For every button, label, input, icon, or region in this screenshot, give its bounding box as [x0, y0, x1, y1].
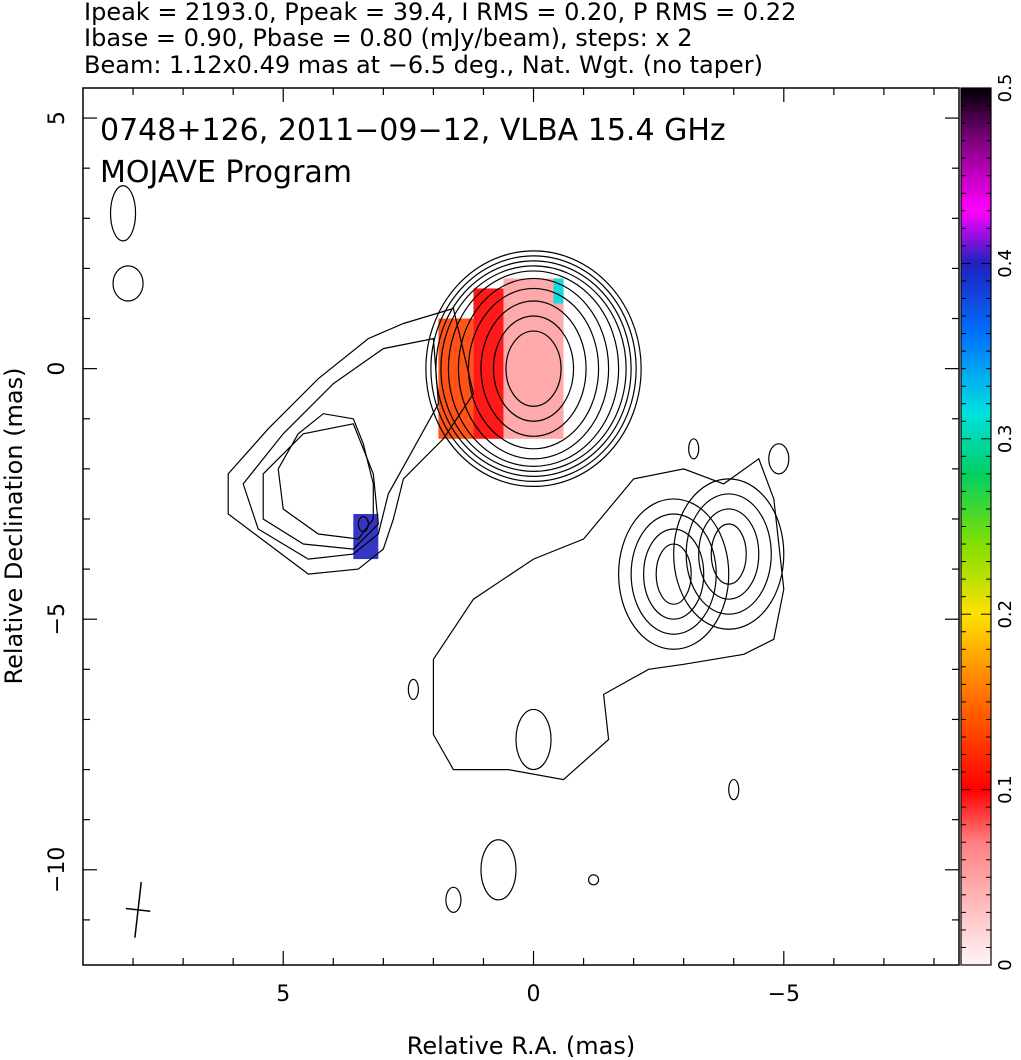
knot-0-contour-3: [618, 498, 730, 650]
knot-1-contour-0: [710, 523, 747, 585]
plot-frame: [82, 87, 960, 966]
extended-contour: [432, 457, 785, 781]
small-contour-9: [768, 443, 790, 475]
knot-1-contour-3: [673, 478, 785, 630]
polarization-patch-2: [438, 318, 474, 439]
y-tick-label: −5: [45, 603, 70, 635]
y-axis-title: Relative Declination (mas): [0, 367, 28, 684]
x-tick-label: −5: [768, 982, 800, 1007]
core-contour-0: [505, 330, 562, 407]
polarization-patch-4: [553, 278, 564, 304]
small-contour-3: [407, 678, 419, 700]
x-tick-label: 5: [276, 982, 290, 1007]
colorbar-tick-label: 0.3: [995, 424, 1016, 453]
small-contour-5: [480, 839, 517, 901]
polarization-patch-1: [473, 288, 504, 439]
y-tick-label: −10: [45, 847, 70, 893]
polarization-layer: [353, 278, 564, 560]
program-annotation: MOJAVE Program: [100, 155, 352, 190]
knot-1-contour-1: [698, 508, 760, 600]
knot-1-contour-2: [685, 493, 772, 615]
colorbar-tick-label: 0.5: [995, 74, 1016, 103]
beam-minor-axis: [125, 907, 151, 913]
small-contour-1: [112, 265, 144, 302]
small-contour-10: [728, 778, 740, 801]
small-contour-4: [445, 886, 462, 913]
x-axis-title: Relative R.A. (mas): [407, 1032, 635, 1060]
core-contour-5: [447, 270, 620, 467]
small-contour-7: [587, 874, 600, 886]
core-contour-1: [492, 315, 575, 422]
colorbar-tick-label: 0: [995, 959, 1016, 970]
core-contour-8: [430, 255, 637, 482]
beam-marker: [125, 881, 151, 938]
ticks-layer: 5 0 −5 5 0 −5 −10: [45, 88, 959, 1007]
jet-contour-0: [227, 307, 475, 575]
contour-layer: [109, 185, 790, 913]
colorbar-tick-label: 0.2: [995, 600, 1016, 629]
y-tick-label: 0: [45, 362, 70, 376]
core-contour-2: [480, 300, 587, 437]
x-tick-label: 0: [527, 982, 541, 1007]
core-contour-9: [425, 250, 642, 488]
header-line-2: Ibase = 0.90, Pbase = 0.80 (mJy/beam), s…: [84, 24, 693, 52]
header-line-3: Beam: 1.12x0.49 mas at −6.5 deg., Nat. W…: [84, 51, 763, 79]
polarization-patch-0: [503, 278, 564, 439]
colorbar-axis: 0 0.1 0.2 0.3 0.4 0.5: [961, 74, 1016, 971]
small-contour-8: [688, 438, 700, 460]
colorbar-tick-label: 0.4: [995, 249, 1016, 278]
small-contour-2: [357, 515, 369, 533]
y-tick-label: 5: [45, 111, 70, 125]
core-contour-6: [440, 265, 627, 472]
small-contour-0: [109, 185, 137, 242]
knot-0-contour-1: [643, 528, 705, 620]
small-contour-6: [515, 708, 552, 771]
colorbar-tick-label: 0.1: [995, 775, 1016, 804]
header-line-1: Ipeak = 2193.0, Ppeak = 39.4, I RMS = 0.…: [84, 0, 796, 26]
jet-contour-1: [242, 337, 440, 560]
jet-contour-3: [277, 413, 374, 540]
source-annotation: 0748+126, 2011−09−12, VLBA 15.4 GHz: [100, 113, 726, 148]
core-contour-4: [457, 277, 610, 460]
core-contour-3: [467, 287, 600, 450]
